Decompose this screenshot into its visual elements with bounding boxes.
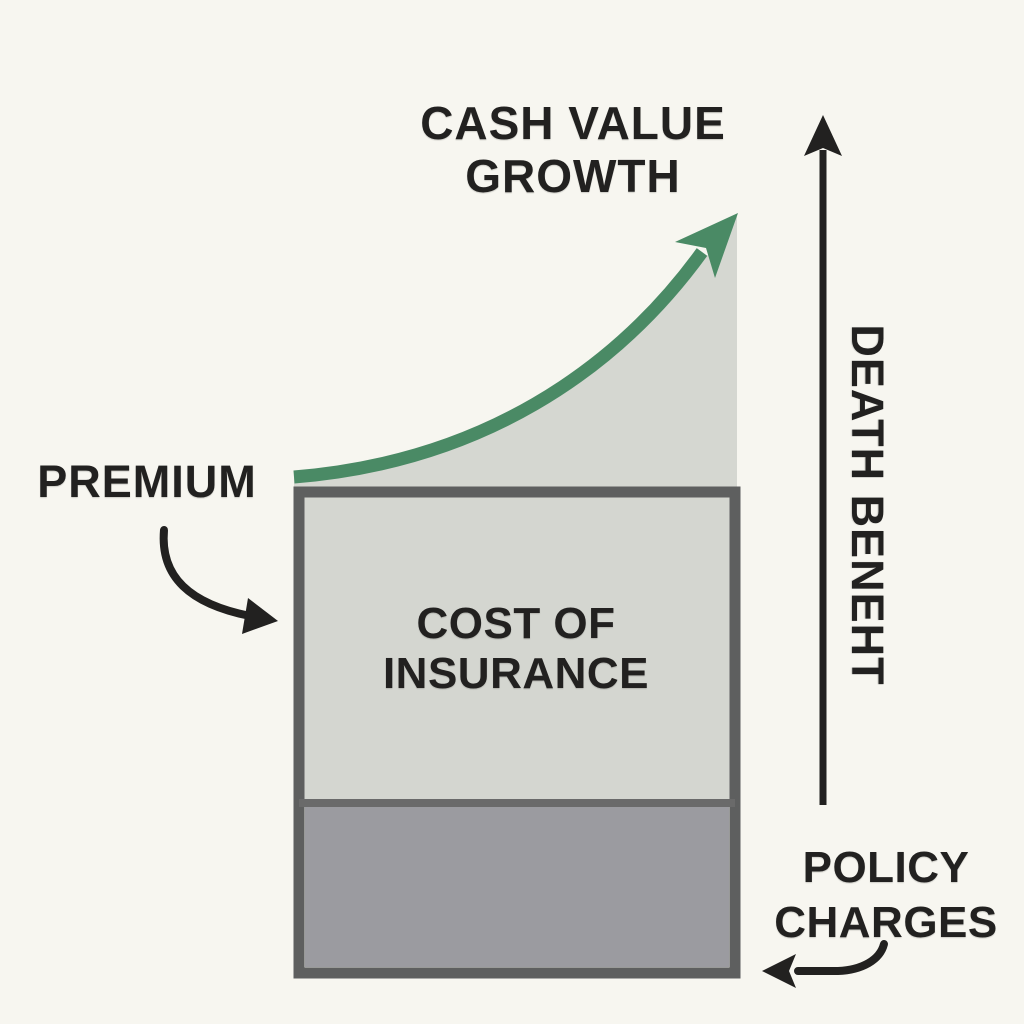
cost-of-insurance-line1: COST OF: [416, 599, 616, 648]
death-benefit-label: DEATH BENEHT: [842, 324, 893, 686]
cash-value-growth-arrowhead: [675, 213, 738, 278]
premium-label: PREMIUM: [37, 456, 257, 507]
cost-of-insurance-line2: INSURANCE: [382, 649, 650, 698]
cost-of-insurance-label: COST OF INSURANCE: [306, 599, 726, 699]
section-divider: [299, 799, 735, 807]
premium-arrowhead: [242, 598, 278, 634]
policy-charges-line1: POLICY: [802, 843, 970, 892]
policy-charges-arrowhead: [762, 954, 796, 988]
cash-value-growth-line2: GROWTH: [465, 150, 681, 202]
cash-value-growth-curve: [293, 248, 708, 484]
policy-charges-section: [305, 806, 729, 967]
cash-value-growth-label: CASH VALUE GROWTH: [373, 97, 773, 203]
policy-charges-label: POLICY CHARGES: [756, 840, 1016, 950]
premium-arrow: [159, 526, 254, 620]
policy-charges-line2: CHARGES: [774, 898, 998, 947]
death-benefit-arrowhead: [804, 115, 842, 156]
policy-charges-arrow: [794, 940, 888, 975]
cash-value-area: [294, 216, 737, 487]
cash-value-growth-line1: CASH VALUE: [420, 97, 726, 149]
